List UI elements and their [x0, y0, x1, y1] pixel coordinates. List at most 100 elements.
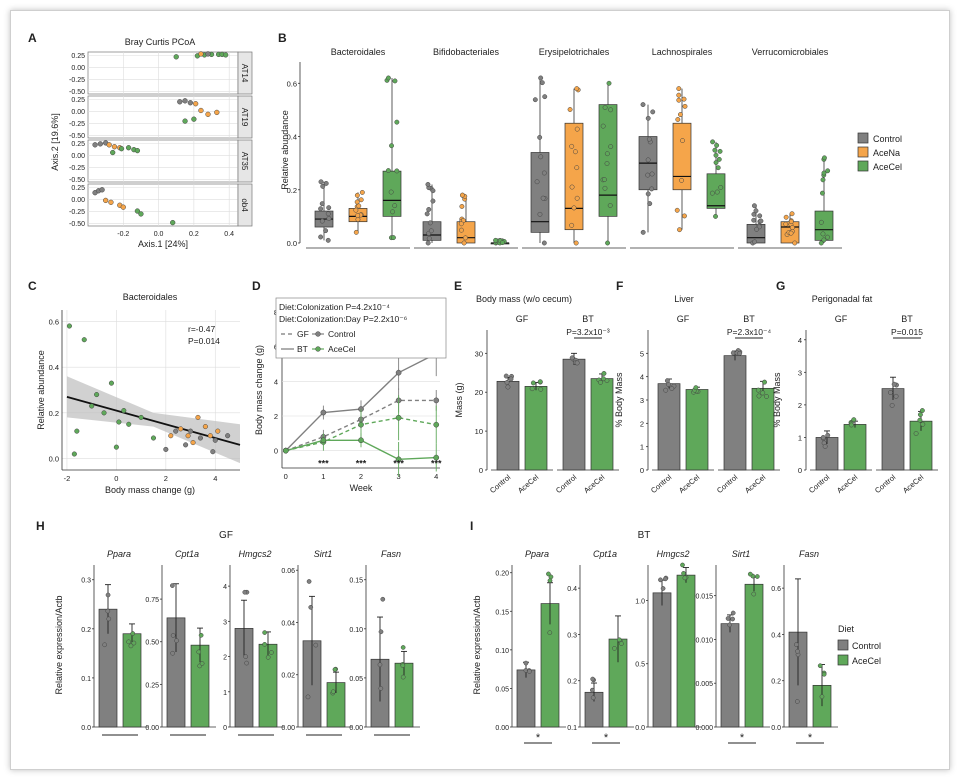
data-point — [598, 379, 603, 385]
y-tick-label: 0.02 — [281, 673, 295, 680]
data-point — [612, 646, 617, 651]
data-point — [378, 686, 384, 691]
facet-title: BT — [743, 314, 755, 324]
box-acena — [672, 122, 692, 191]
y-tick-label: 0.25 — [71, 185, 85, 192]
data-point — [755, 387, 761, 393]
data-point — [821, 237, 827, 243]
facet-title: BT — [901, 314, 913, 324]
data-point — [569, 355, 575, 361]
y-tick-label: 0.25 — [71, 53, 85, 60]
y-tick-label: 0.25 — [71, 141, 85, 148]
data-point — [196, 649, 202, 655]
legend-swatch — [837, 654, 849, 666]
data-point — [540, 195, 546, 201]
data-point — [574, 86, 580, 92]
data-point — [433, 397, 440, 404]
data-point — [163, 446, 169, 452]
data-point — [820, 231, 826, 237]
legend-label: Control — [852, 641, 881, 651]
data-point — [424, 211, 430, 217]
data-point — [111, 144, 118, 150]
y-tick-label: 1.0 — [635, 598, 645, 605]
data-point — [395, 414, 402, 421]
facet-strip — [237, 95, 253, 139]
data-point — [523, 660, 529, 666]
data-point — [538, 75, 544, 81]
y-tick-label: 0.50 — [145, 640, 159, 647]
facet-title: Bacteroidales — [331, 47, 386, 57]
y-tick-label: 0.75 — [145, 597, 159, 604]
data-point — [681, 571, 686, 576]
data-point — [569, 222, 575, 228]
data-point — [676, 92, 682, 98]
x-tick-label: 0.4 — [224, 231, 234, 238]
y-tick-label: 0 — [223, 725, 227, 732]
y-tick-label: 0.00 — [281, 725, 295, 732]
chart-title: BT — [638, 530, 651, 541]
y-axis-label: Mass (g) — [454, 382, 464, 417]
data-point — [210, 449, 216, 455]
data-point — [713, 160, 719, 166]
chart-title: Bray Curtis PCoA — [125, 37, 196, 47]
data-point — [94, 392, 100, 398]
legend-label: BT — [297, 344, 308, 354]
gene-name: Fasn — [381, 549, 401, 559]
data-point — [198, 632, 204, 638]
panel-letter: F — [616, 279, 623, 293]
y-tick-label: 0.10 — [495, 648, 509, 655]
data-point — [319, 201, 325, 207]
data-point — [306, 579, 312, 584]
data-point — [66, 323, 72, 329]
data-point — [359, 189, 365, 195]
data-point — [358, 437, 364, 444]
data-point — [541, 170, 547, 176]
box-acena — [564, 122, 584, 231]
significance-stars: *** — [431, 458, 442, 468]
y-axis-label: Relative expression/Actb — [54, 595, 64, 694]
annotation-line: Diet:Colonization:Day P=2.2x10⁻⁶ — [279, 314, 407, 324]
data-point — [794, 642, 799, 647]
facet-title: Erysipelotrichales — [539, 47, 610, 57]
significance-star: * — [808, 732, 813, 744]
chart-title: Perigonadal fat — [812, 294, 873, 304]
gene-name: Hmgcs2 — [238, 549, 271, 559]
y-tick-label: 3 — [640, 396, 644, 405]
data-point — [645, 115, 651, 121]
data-point — [207, 433, 213, 439]
y-tick-label: 0.00 — [349, 725, 363, 732]
bar-acecel — [676, 574, 696, 728]
x-tick-label: 0 — [284, 472, 288, 481]
data-point — [92, 142, 98, 148]
y-axis-label: Relative abundance — [280, 110, 290, 190]
bar-acecel — [685, 389, 709, 471]
data-point — [751, 203, 757, 209]
data-point — [917, 417, 923, 423]
data-point — [106, 142, 112, 148]
data-point — [538, 154, 544, 160]
bar-control — [562, 358, 586, 471]
data-point — [789, 211, 795, 217]
data-point — [619, 641, 624, 646]
data-point — [649, 171, 655, 177]
data-point — [532, 97, 538, 103]
data-point — [459, 204, 465, 209]
x-tick-label: 0 — [114, 474, 118, 483]
data-point — [102, 642, 108, 648]
bar-acecel — [751, 387, 775, 471]
data-point — [188, 428, 194, 434]
data-point — [601, 177, 607, 183]
data-point — [546, 571, 551, 577]
data-point — [269, 650, 274, 655]
data-point — [323, 228, 329, 234]
data-point — [751, 211, 757, 217]
data-point — [817, 663, 823, 669]
data-point — [674, 207, 680, 213]
y-tick-label: 0.6 — [49, 317, 59, 326]
data-point — [764, 394, 769, 399]
y-tick-label: 0.25 — [71, 97, 85, 104]
data-point — [848, 422, 854, 428]
data-point — [358, 197, 364, 203]
data-point — [645, 157, 651, 163]
